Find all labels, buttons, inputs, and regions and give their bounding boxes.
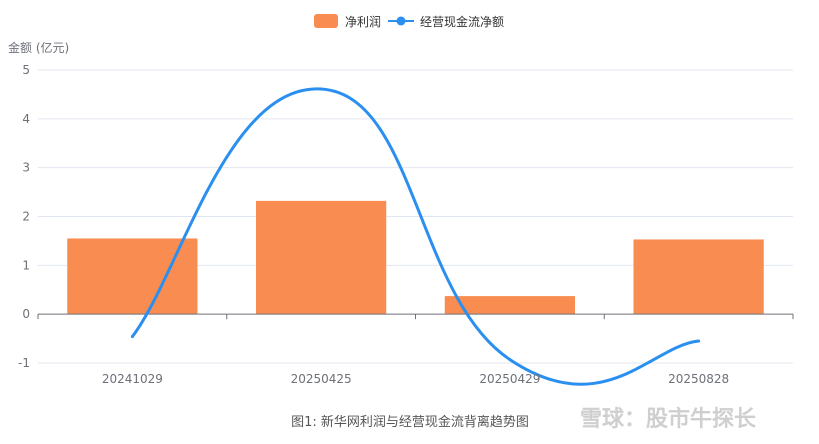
watermark: 雪球：股市牛探长 xyxy=(580,406,757,432)
cashflow-point[interactable] xyxy=(697,339,701,343)
cashflow-point[interactable] xyxy=(130,335,134,339)
y-tick-label: 5 xyxy=(22,63,30,77)
series-line-cashflow[interactable] xyxy=(131,87,699,386)
y-tick-labels: -1 0 1 2 3 4 5 xyxy=(18,63,30,370)
bars xyxy=(67,200,764,315)
x-tick-label: 20250425 xyxy=(291,372,352,386)
y-tick-label: 2 xyxy=(22,210,30,224)
legend-line-marker xyxy=(396,16,406,26)
y-tick-label: 3 xyxy=(22,161,30,175)
bar-net-profit[interactable] xyxy=(256,200,387,315)
legend-item-cashflow[interactable]: 经营现金流净额 xyxy=(388,14,504,29)
x-tick-labels: 20241029 20250425 20250429 20250828 xyxy=(102,372,729,386)
bar-net-profit[interactable] xyxy=(67,238,198,315)
x-tick-label: 20250429 xyxy=(479,372,540,386)
cashflow-line xyxy=(130,87,701,386)
legend-label-cashflow: 经营现金流净额 xyxy=(420,14,504,29)
x-tick-label: 20241029 xyxy=(102,372,163,386)
legend-item-net-profit[interactable]: 净利润 xyxy=(314,14,381,29)
y-tick-label: 0 xyxy=(22,307,30,321)
y-axis-label: 金额 (亿元) xyxy=(8,40,69,55)
x-tick-label: 20250828 xyxy=(668,372,729,386)
y-tick-label: 4 xyxy=(22,112,30,126)
y-tick-label: -1 xyxy=(18,356,30,370)
axes xyxy=(37,313,794,320)
legend-bar-swatch xyxy=(314,14,338,28)
legend: 净利润 经营现金流净额 xyxy=(314,14,504,29)
y-tick-label: 1 xyxy=(22,258,30,272)
cashflow-point[interactable] xyxy=(319,87,323,91)
bar-net-profit[interactable] xyxy=(444,296,575,315)
cashflow-point[interactable] xyxy=(508,358,512,362)
figure-caption: 图1: 新华网利润与经营现金流背离趋势图 xyxy=(291,414,529,430)
bar-net-profit[interactable] xyxy=(633,239,764,315)
legend-label-net-profit: 净利润 xyxy=(345,15,381,29)
